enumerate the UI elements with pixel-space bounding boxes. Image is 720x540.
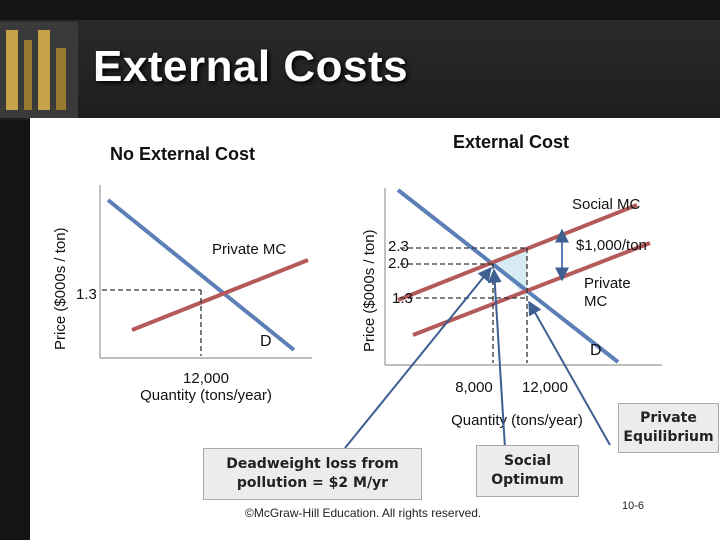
page-number: 10-6 (622, 500, 645, 512)
deadweight-pointer (344, 266, 492, 449)
social-mc-line (397, 203, 638, 302)
right-private-mc-label: Private MC (584, 275, 635, 310)
right-demand-line (396, 188, 620, 364)
slide-title: External Costs (93, 42, 409, 91)
price-label-2-3: 2.3 (388, 238, 409, 255)
left-graph-heading: No External Cost (110, 144, 255, 164)
right-y-axis-label: Price ($000s / ton) (361, 229, 378, 352)
right-graph: External Cost Price ($000s / ton) Social… (361, 132, 662, 429)
right-demand-label: D (590, 342, 602, 359)
left-demand-label: D (260, 333, 272, 350)
price-label-1-3: 1.3 (392, 290, 413, 307)
left-private-mc-label: Private MC (212, 241, 286, 258)
left-demand-line (106, 198, 296, 352)
right-private-mc-label-line-1: Private (584, 275, 631, 292)
left-graph: No External Cost Price ($000s / ton) Pri… (52, 144, 312, 404)
copyright-text: ©McGraw-Hill Education. All rights reser… (245, 506, 482, 520)
price-label-2-0: 2.0 (388, 255, 409, 272)
right-x-axis-label: Quantity (tons/year) (451, 412, 583, 429)
right-private-mc-label-line-2: MC (584, 293, 607, 310)
left-price-label: 1.3 (76, 286, 97, 303)
social-optimum-callout: Social Optimum (476, 445, 579, 497)
private-equilibrium-callout: Private Equilibrium (618, 403, 719, 453)
external-cost-label: $1,000/ton (576, 237, 647, 254)
quantity-label-12000: 12,000 (522, 379, 568, 396)
private-equilibrium-pointer (528, 300, 611, 446)
left-y-axis-label: Price ($000s / ton) (52, 227, 69, 350)
left-quantity-label: 12,000 (183, 370, 229, 387)
title-bar (0, 20, 720, 120)
quantity-label-8000: 8,000 (455, 379, 493, 396)
left-private-mc-line (131, 258, 309, 332)
deadweight-loss-callout: Deadweight loss from pollution = $2 M/yr (203, 448, 422, 500)
logo-icon (0, 22, 78, 118)
left-x-axis-label: Quantity (tons/year) (140, 387, 272, 404)
right-graph-heading: External Cost (453, 132, 569, 152)
social-mc-label: Social MC (572, 196, 641, 213)
social-optimum-pointer (487, 268, 506, 449)
right-private-mc-line (412, 241, 651, 337)
